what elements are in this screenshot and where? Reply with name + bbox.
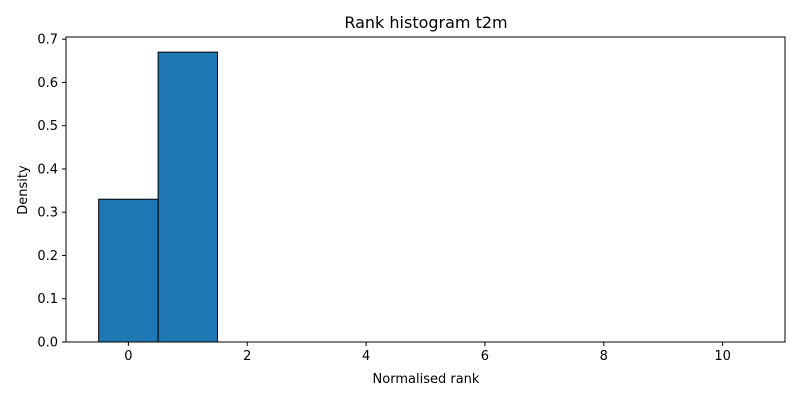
y-tick-label: 0.2 — [37, 249, 58, 264]
y-tick-label: 0.7 — [37, 33, 58, 48]
y-tick-label: 0.3 — [37, 206, 58, 221]
y-axis-label: Density — [16, 165, 31, 215]
y-tick-label: 0.5 — [37, 119, 58, 134]
x-tick-label: 2 — [243, 349, 251, 364]
histogram-bar-rank-1 — [157, 51, 219, 343]
histogram-bar-rank-0 — [98, 198, 159, 343]
chart-title: Rank histogram t2m — [344, 13, 507, 32]
x-tick-label: 0 — [124, 349, 132, 364]
y-tick-label: 0.1 — [37, 292, 58, 307]
plot-frame — [65, 36, 786, 343]
x-tick-label: 4 — [362, 349, 370, 364]
y-tick-label: 0.0 — [37, 336, 58, 351]
x-axis-label: Normalised rank — [373, 372, 480, 387]
x-tick-label: 10 — [714, 349, 731, 364]
bars-group — [98, 51, 219, 343]
y-tick-label: 0.4 — [37, 162, 58, 177]
y-tick-label: 0.6 — [37, 76, 58, 91]
y-axis: 0.0 0.1 0.2 0.3 0.4 0.5 0.6 0.7 — [37, 33, 66, 351]
x-axis: 0 2 4 6 8 10 — [124, 342, 731, 364]
x-tick-label: 8 — [600, 349, 608, 364]
x-tick-label: 6 — [481, 349, 489, 364]
